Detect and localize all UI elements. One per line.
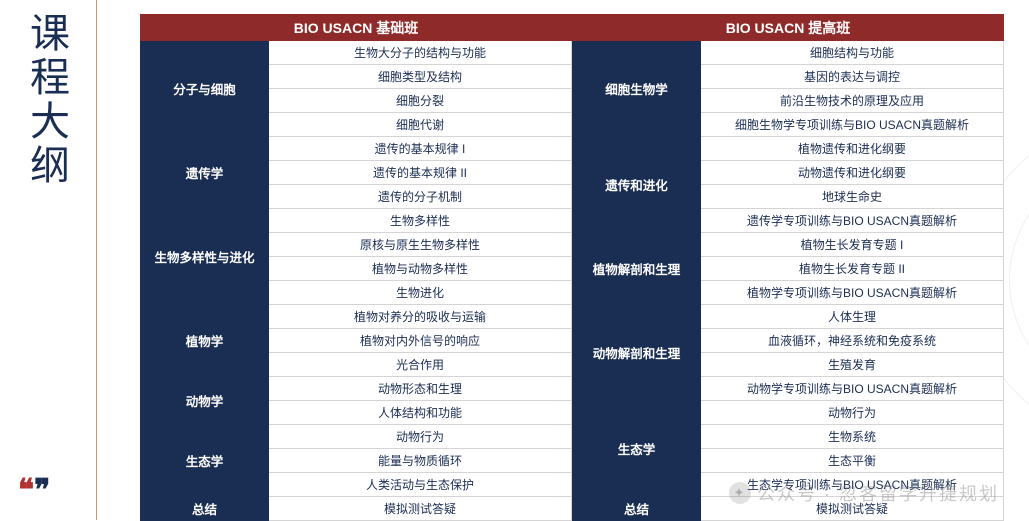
section-label: 动物解剖和生理 xyxy=(573,305,701,401)
section-label: 细胞生物学 xyxy=(573,41,701,137)
topic-cell: 生态平衡 xyxy=(701,449,1004,473)
quote-glyph-navy: ❞ xyxy=(34,474,50,507)
topic-cell: 遗传的分子机制 xyxy=(269,185,572,209)
topic-cell: 细胞代谢 xyxy=(269,113,572,137)
summary-label: 总结 xyxy=(141,497,269,521)
section-label: 生态学 xyxy=(141,425,269,497)
right-course-table: BIO USACN 提高班 细胞生物学细胞结构与功能基因的表达与调控前沿生物技术… xyxy=(572,14,1004,521)
topic-cell: 动物行为 xyxy=(269,425,572,449)
quote-glyph-red: ❝ xyxy=(18,474,34,507)
page-title: 课程大纲 xyxy=(20,12,80,188)
topic-cell: 动物遗传和进化纲要 xyxy=(701,161,1004,185)
summary-row: 总结模拟测试答疑 xyxy=(141,497,572,521)
topic-cell: 人体生理 xyxy=(701,305,1004,329)
topic-cell: 生物进化 xyxy=(269,281,572,305)
section-label: 分子与细胞 xyxy=(141,41,269,137)
topic-cell: 细胞分裂 xyxy=(269,89,572,113)
summary-value: 模拟测试答疑 xyxy=(269,497,572,521)
topic-cell: 基因的表达与调控 xyxy=(701,65,1004,89)
topic-cell: 遗传的基本规律 II xyxy=(269,161,572,185)
table-row: 植物学植物对养分的吸收与运输 xyxy=(141,305,572,329)
topic-cell: 遗传的基本规律 I xyxy=(269,137,572,161)
section-label: 生态学 xyxy=(573,401,701,497)
topic-cell: 生物大分子的结构与功能 xyxy=(269,41,572,65)
topic-cell: 动物学专项训练与BIO USACN真题解析 xyxy=(701,377,1004,401)
table-row: 植物解剖和生理植物生长发育专题 I xyxy=(573,233,1004,257)
topic-cell: 前沿生物技术的原理及应用 xyxy=(701,89,1004,113)
topic-cell: 植物学专项训练与BIO USACN真题解析 xyxy=(701,281,1004,305)
right-table-header: BIO USACN 提高班 xyxy=(573,15,1004,41)
table-row: 细胞生物学细胞结构与功能 xyxy=(573,41,1004,65)
left-course-table: BIO USACN 基础班 分子与细胞生物大分子的结构与功能细胞类型及结构细胞分… xyxy=(140,14,572,521)
table-row: 生态学动物行为 xyxy=(141,425,572,449)
section-label: 植物解剖和生理 xyxy=(573,233,701,305)
topic-cell: 人体结构和功能 xyxy=(269,401,572,425)
topic-cell: 能量与物质循环 xyxy=(269,449,572,473)
topic-cell: 植物遗传和进化纲要 xyxy=(701,137,1004,161)
table-row: 生态学动物行为 xyxy=(573,401,1004,425)
section-label: 动物学 xyxy=(141,377,269,425)
summary-label: 总结 xyxy=(573,497,701,521)
topic-cell: 细胞生物学专项训练与BIO USACN真题解析 xyxy=(701,113,1004,137)
section-label: 生物多样性与进化 xyxy=(141,209,269,305)
topic-cell: 细胞结构与功能 xyxy=(701,41,1004,65)
topic-cell: 动物形态和生理 xyxy=(269,377,572,401)
decorative-quotes: ❝❞ xyxy=(18,476,50,506)
tables-container: BIO USACN 基础班 分子与细胞生物大分子的结构与功能细胞类型及结构细胞分… xyxy=(140,14,1004,521)
topic-cell: 植物生长发育专题 I xyxy=(701,233,1004,257)
section-label: 植物学 xyxy=(141,305,269,377)
topic-cell: 生殖发育 xyxy=(701,353,1004,377)
topic-cell: 光合作用 xyxy=(269,353,572,377)
table-row: 分子与细胞生物大分子的结构与功能 xyxy=(141,41,572,65)
table-row: 遗传学遗传的基本规律 I xyxy=(141,137,572,161)
vertical-accent-rule xyxy=(96,0,97,520)
topic-cell: 植物生长发育专题 II xyxy=(701,257,1004,281)
table-row: 动物学动物形态和生理 xyxy=(141,377,572,401)
table-row: 遗传和进化植物遗传和进化纲要 xyxy=(573,137,1004,161)
topic-cell: 动物行为 xyxy=(701,401,1004,425)
table-row: 动物解剖和生理人体生理 xyxy=(573,305,1004,329)
topic-cell: 生物系统 xyxy=(701,425,1004,449)
summary-row: 总结模拟测试答疑 xyxy=(573,497,1004,521)
section-label: 遗传学 xyxy=(141,137,269,209)
topic-cell: 植物对内外信号的响应 xyxy=(269,329,572,353)
topic-cell: 植物与动物多样性 xyxy=(269,257,572,281)
topic-cell: 血液循环，神经系统和免疫系统 xyxy=(701,329,1004,353)
topic-cell: 地球生命史 xyxy=(701,185,1004,209)
topic-cell: 生物多样性 xyxy=(269,209,572,233)
section-label: 遗传和进化 xyxy=(573,137,701,233)
topic-cell: 人类活动与生态保护 xyxy=(269,473,572,497)
summary-value: 模拟测试答疑 xyxy=(701,497,1004,521)
table-row: 生物多样性与进化生物多样性 xyxy=(141,209,572,233)
topic-cell: 生态学专项训练与BIO USACN真题解析 xyxy=(701,473,1004,497)
topic-cell: 遗传学专项训练与BIO USACN真题解析 xyxy=(701,209,1004,233)
topic-cell: 原核与原生生物多样性 xyxy=(269,233,572,257)
topic-cell: 细胞类型及结构 xyxy=(269,65,572,89)
left-table-header: BIO USACN 基础班 xyxy=(141,15,572,41)
topic-cell: 植物对养分的吸收与运输 xyxy=(269,305,572,329)
